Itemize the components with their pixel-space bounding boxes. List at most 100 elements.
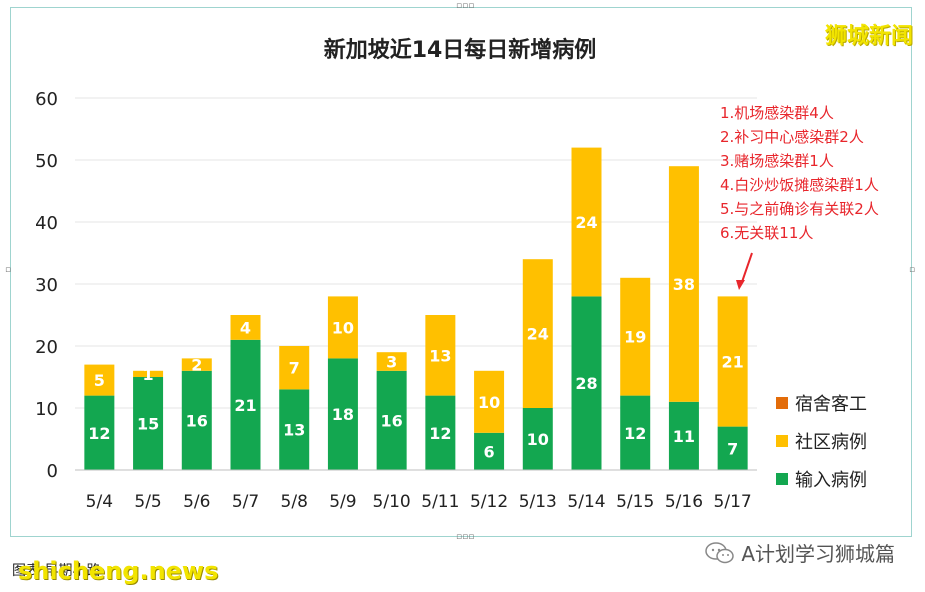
x-tick-label: 5/6 bbox=[183, 492, 210, 512]
data-label: 21 bbox=[234, 396, 256, 415]
data-label: 1 bbox=[143, 365, 154, 384]
resize-handle-left[interactable]: ▫ bbox=[5, 265, 12, 275]
data-label: 28 bbox=[575, 374, 597, 393]
y-tick-label: 0 bbox=[47, 461, 58, 482]
y-tick-label: 40 bbox=[35, 213, 58, 234]
wechat-icon bbox=[705, 541, 735, 565]
bar-segment bbox=[376, 352, 407, 371]
bar-segment bbox=[668, 401, 699, 470]
bar-segment bbox=[230, 339, 261, 470]
annotation-line: 3.赌场感染群1人 bbox=[720, 152, 834, 170]
data-label: 10 bbox=[527, 430, 549, 449]
bar-segment bbox=[425, 395, 456, 470]
x-tick-label: 5/10 bbox=[373, 492, 411, 512]
annotation-arrow bbox=[736, 252, 753, 290]
data-label: 13 bbox=[283, 421, 305, 440]
bar-segment bbox=[133, 377, 164, 470]
legend-swatch bbox=[776, 435, 788, 447]
bar-segment bbox=[84, 395, 115, 470]
chart-title: 新加坡近14日每日新增病例 bbox=[324, 37, 597, 63]
x-axis-ticks: 5/4 5/5 5/6 5/7 5/8 5/9 5/10 5/11 5/12 5/13 5/14 5/… bbox=[86, 492, 752, 512]
data-label: 38 bbox=[673, 275, 695, 294]
bar-segment bbox=[717, 426, 748, 470]
bar-segment bbox=[474, 370, 505, 433]
site-watermark: shicheng.news bbox=[18, 557, 219, 585]
account-badge: A计划学习狮城篇 bbox=[705, 538, 895, 567]
bar-segment bbox=[522, 408, 553, 470]
bar-segment bbox=[279, 346, 310, 390]
bar-segment bbox=[181, 358, 212, 371]
data-label: 12 bbox=[624, 424, 646, 443]
bar-segment bbox=[133, 370, 164, 377]
bar-segment bbox=[376, 370, 407, 470]
x-tick-label: 5/17 bbox=[714, 492, 752, 512]
x-tick-label: 5/9 bbox=[329, 492, 356, 512]
data-label: 24 bbox=[575, 213, 597, 232]
bar-segment bbox=[181, 370, 212, 470]
bar-segment bbox=[717, 296, 748, 427]
bars bbox=[84, 147, 748, 470]
annotation-line: 1.机场感染群4人 bbox=[720, 104, 834, 122]
data-label: 2 bbox=[191, 356, 202, 375]
legend-label: 输入病例 bbox=[795, 470, 867, 491]
bar-segment bbox=[571, 296, 602, 470]
data-label: 4 bbox=[240, 318, 251, 337]
data-label: 3 bbox=[386, 353, 397, 372]
annotation-line: 2.补习中心感染群2人 bbox=[720, 128, 864, 146]
bar-segment bbox=[279, 389, 310, 470]
x-tick-label: 5/11 bbox=[421, 492, 459, 512]
resize-handle-top[interactable]: ▫▫▫ bbox=[456, 1, 475, 11]
data-label: 24 bbox=[527, 325, 549, 344]
x-tick-label: 5/14 bbox=[567, 492, 605, 512]
x-tick-label: 5/13 bbox=[519, 492, 557, 512]
y-tick-label: 50 bbox=[35, 151, 58, 172]
data-label: 13 bbox=[429, 346, 451, 365]
data-label: 5 bbox=[94, 371, 105, 390]
annotation-line: 4.白沙炒饭摊感染群1人 bbox=[720, 176, 879, 194]
bar-segment bbox=[474, 432, 505, 470]
x-tick-label: 5/16 bbox=[665, 492, 703, 512]
legend-swatch bbox=[776, 397, 788, 409]
gridlines bbox=[75, 97, 757, 409]
bar-segment bbox=[327, 296, 358, 359]
chart-caption: 图表 早期小路 bbox=[12, 563, 101, 579]
y-axis-ticks: 0 10 20 30 40 50 60 bbox=[35, 89, 58, 482]
data-labels: 12 5 15 1 16 2 21 4 13 7 18 10 16 3 12 13 6 10 10 24 28 24 12 1… bbox=[88, 213, 744, 461]
bar-segment bbox=[327, 358, 358, 470]
resize-handle-right[interactable]: ▫ bbox=[909, 265, 916, 275]
annotation-box: 1.机场感染群4人 2.补习中心感染群2人 3.赌场感染群1人 4.白沙炒饭摊感染群1… bbox=[720, 104, 879, 242]
brand-watermark: 狮城新闻 bbox=[824, 24, 913, 49]
data-label: 11 bbox=[673, 427, 695, 446]
bar-segment bbox=[230, 315, 261, 340]
resize-handle-bottom[interactable]: ▫▫▫ bbox=[456, 532, 475, 542]
bar-segment bbox=[571, 147, 602, 297]
annotation-line: 5.与之前确诊有关联2人 bbox=[720, 200, 879, 218]
data-label: 18 bbox=[332, 405, 354, 424]
data-label: 16 bbox=[186, 411, 208, 430]
bar-segment bbox=[668, 166, 699, 402]
data-label: 16 bbox=[381, 411, 403, 430]
data-label: 7 bbox=[727, 439, 738, 458]
x-tick-label: 5/12 bbox=[470, 492, 508, 512]
data-label: 19 bbox=[624, 328, 646, 347]
y-tick-label: 60 bbox=[35, 89, 58, 110]
legend-swatch bbox=[776, 473, 788, 485]
data-label: 10 bbox=[332, 318, 354, 337]
bar-segment bbox=[84, 364, 115, 396]
bar-segment bbox=[425, 315, 456, 396]
data-label: 6 bbox=[484, 442, 495, 461]
y-tick-label: 30 bbox=[35, 275, 58, 296]
data-label: 10 bbox=[478, 393, 500, 412]
y-tick-label: 20 bbox=[35, 337, 58, 358]
legend-label: 社区病例 bbox=[795, 432, 867, 453]
bar-segment bbox=[620, 395, 651, 470]
data-label: 21 bbox=[722, 353, 744, 372]
legend-label: 宿舍客工 bbox=[795, 394, 867, 415]
bar-segment bbox=[522, 259, 553, 408]
x-tick-label: 5/4 bbox=[86, 492, 113, 512]
y-tick-label: 10 bbox=[35, 399, 58, 420]
account-name: A计划学习狮城篇 bbox=[741, 542, 895, 566]
x-tick-label: 5/7 bbox=[232, 492, 259, 512]
